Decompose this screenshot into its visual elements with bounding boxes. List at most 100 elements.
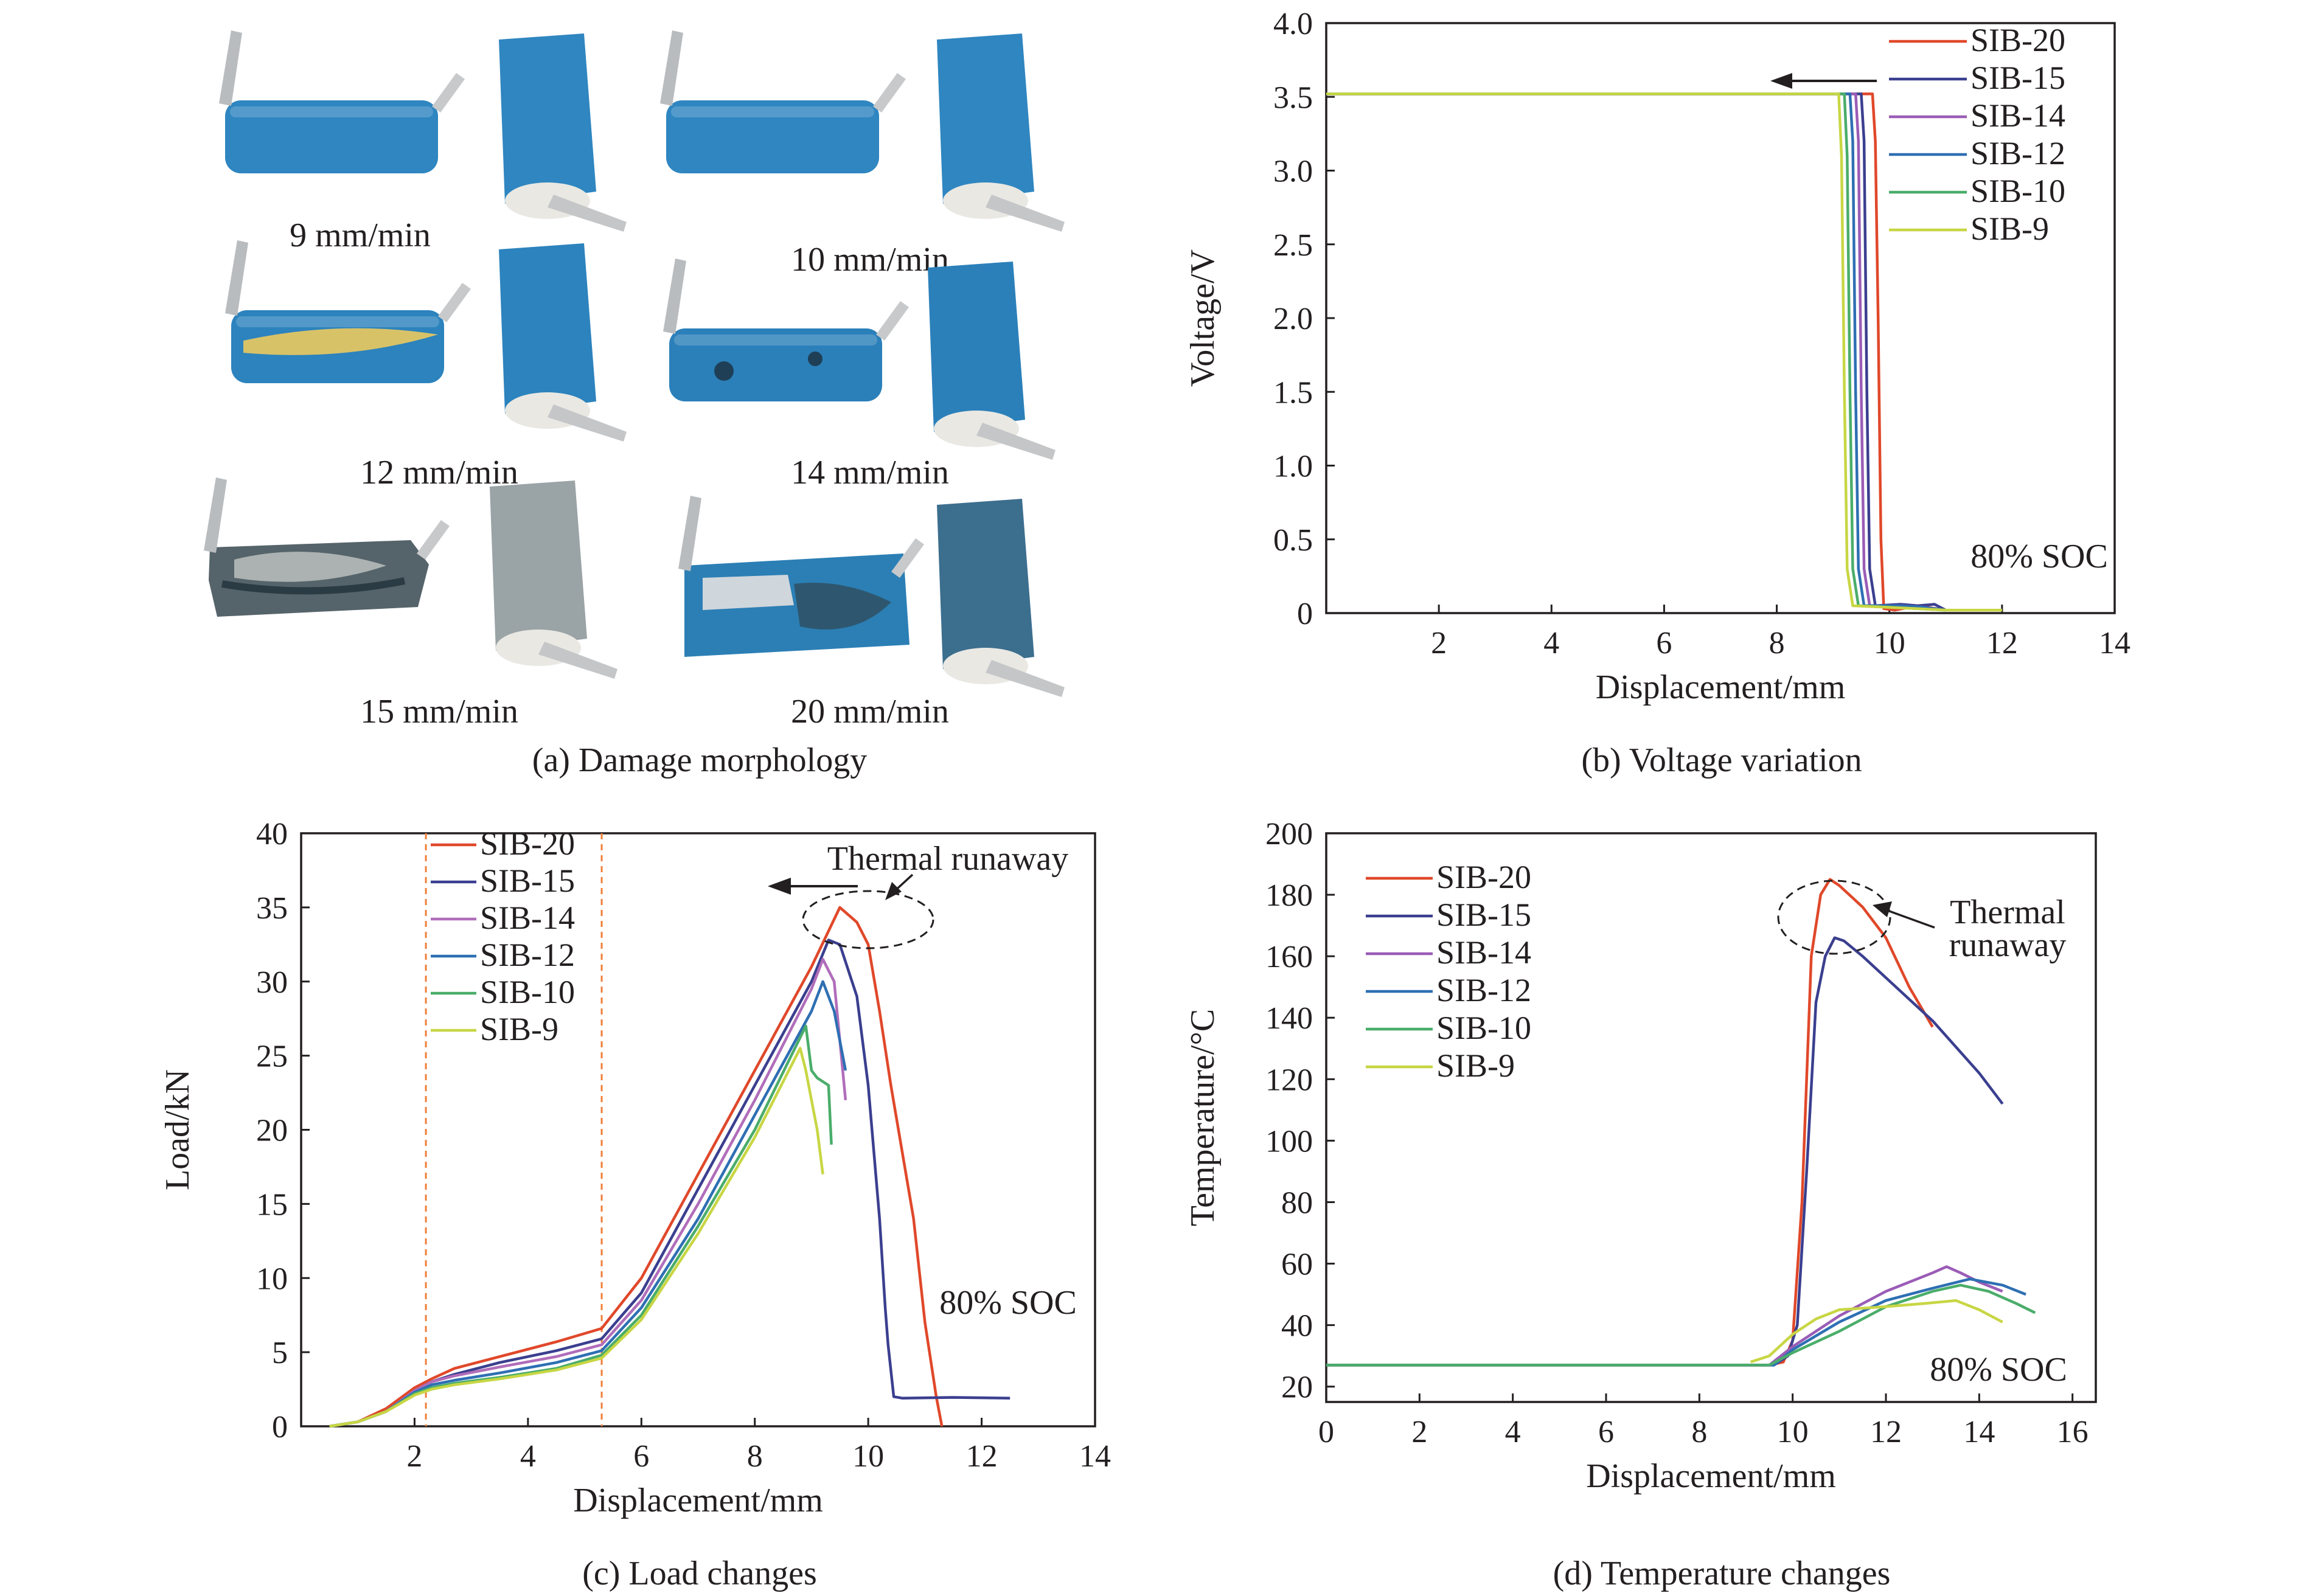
battery-highlight (674, 335, 877, 345)
legend-label-sib-20: SIB-20 (1436, 859, 1531, 895)
thermal-runaway-ellipse (1777, 880, 1891, 955)
arrow-left-icon (768, 878, 791, 895)
battery-tab (876, 301, 909, 341)
battery-body-end (937, 33, 1034, 204)
series-line-sib-9 (329, 1047, 824, 1428)
callout-arrow-icon (1873, 901, 1892, 917)
x-tick-label: 10 (1777, 1415, 1809, 1449)
x-tick-label: 4 (1505, 1415, 1521, 1449)
soc-annotation: 80% SOC (1930, 1351, 2067, 1389)
legend-label-sib-20: SIB-20 (480, 825, 575, 862)
battery-tab (225, 240, 248, 316)
x-tick-label: 12 (966, 1439, 998, 1474)
x-axis-label: Displacement/mm (1596, 668, 1846, 706)
damage-patch (703, 575, 794, 610)
x-axis-label: Displacement/mm (1586, 1457, 1836, 1495)
x-tick-label: 16 (2057, 1415, 2089, 1449)
sample-label: 12 mm/min (360, 454, 518, 491)
legend-label-sib-9: SIB-9 (1970, 210, 2049, 247)
y-tick-label: 180 (1265, 878, 1313, 913)
legend-label-sib-15: SIB-15 (1970, 60, 2065, 96)
damage-crack (221, 577, 406, 595)
battery-body-end (499, 33, 596, 204)
callout-arrow-icon (885, 882, 902, 900)
legend-label-sib-15: SIB-15 (1436, 897, 1531, 933)
battery-tab (548, 404, 627, 442)
legend-label-sib-10: SIB-10 (1970, 173, 2065, 209)
battery-highlight (671, 106, 874, 117)
battery-tab (548, 195, 627, 232)
x-tick-label: 14 (1963, 1415, 1995, 1449)
x-tick-label: 2 (406, 1439, 422, 1474)
x-tick-label: 10 (1874, 626, 1905, 661)
battery-body-end (928, 262, 1025, 432)
y-tick-label: 0 (1297, 597, 1313, 631)
thermal-runaway-label: Thermal runaway (827, 840, 1068, 878)
legend-label-sib-14: SIB-14 (1436, 934, 1531, 971)
y-tick-label: 25 (256, 1039, 288, 1074)
battery-tab (219, 30, 242, 106)
x-tick-label: 12 (1870, 1415, 1902, 1449)
x-tick-label: 4 (520, 1439, 536, 1474)
sample-label: 15 mm/min (360, 693, 518, 730)
battery-sample-3: 12 mm/min (225, 240, 627, 491)
y-tick-label: 35 (256, 891, 288, 926)
battery-sample-1: 9 mm/min (219, 30, 627, 254)
legend-label-sib-12: SIB-12 (1436, 972, 1531, 1008)
battery-tab (204, 477, 227, 553)
battery-tab (986, 660, 1065, 697)
y-tick-label: 140 (1265, 1001, 1313, 1036)
legend-label-sib-9: SIB-9 (480, 1011, 558, 1047)
series-line-sib-20 (329, 906, 944, 1428)
battery-sample-5: 15 mm/min (204, 477, 617, 730)
panel-d-temperature-chart: 0 2 4 6 8 10 12 14 16 20 40 60 80 100 120 140 160 180 200 D… (1184, 817, 2097, 1495)
y-tick-label: 3.0 (1273, 154, 1313, 189)
x-tick-label: 2 (1411, 1415, 1427, 1449)
y-tick-label: 2.0 (1273, 302, 1313, 336)
y-tick-label: 10 (256, 1261, 288, 1296)
battery-body-end (499, 243, 596, 414)
panel-d-caption: (d) Temperature changes (1553, 1555, 1891, 1592)
legend-label-sib-12: SIB-12 (480, 937, 575, 973)
damage-patch (243, 328, 438, 355)
y-tick-label: 20 (256, 1114, 288, 1148)
thermal-runaway-label-1: Thermal (1950, 893, 2065, 931)
battery-tab (891, 538, 924, 578)
thermal-runaway-label-2: runaway (1949, 926, 2067, 964)
battery-tab (976, 423, 1056, 460)
x-tick-label: 2 (1431, 626, 1447, 661)
legend-label-sib-10: SIB-10 (1436, 1010, 1531, 1046)
series-line-sib-14 (329, 957, 847, 1428)
y-tick-label: 40 (1281, 1309, 1313, 1344)
damage-patch (794, 583, 891, 630)
y-tick-label: 80 (1281, 1185, 1313, 1220)
battery-body-end (490, 481, 587, 651)
sample-label: 9 mm/min (290, 217, 431, 254)
x-tick-label: 12 (1986, 626, 2018, 661)
battery-tab (438, 283, 471, 322)
series-line-sib-10 (1326, 1283, 2036, 1367)
x-axis-label: Displacement/mm (573, 1482, 823, 1519)
battery-sample-4: 14 mm/min (663, 258, 1056, 491)
legend-label-sib-14: SIB-14 (1970, 97, 2065, 134)
series-line-sib-9 (1326, 92, 2002, 612)
battery-highlight (230, 106, 433, 117)
damage-spot (808, 352, 823, 366)
legend-label-sib-12: SIB-12 (1970, 135, 2065, 172)
y-tick-label: 160 (1265, 940, 1313, 974)
sample-label: 20 mm/min (791, 693, 949, 730)
y-tick-label: 120 (1265, 1063, 1313, 1097)
series-line-sib-12 (1326, 1277, 2026, 1367)
panel-b-caption: (b) Voltage variation (1581, 741, 1862, 779)
y-tick-label: 0 (272, 1410, 288, 1445)
y-axis-label: Temperature/°C (1184, 1009, 1222, 1226)
plot-frame (300, 832, 1096, 1428)
battery-sample-6: 20 mm/min (678, 496, 1065, 730)
series-line-sib-12 (1326, 92, 1946, 612)
x-tick-label: 8 (1769, 626, 1785, 661)
panel-a-caption: (a) Damage morphology (532, 741, 867, 779)
x-tick-label: 6 (1598, 1415, 1614, 1449)
legend-label-sib-15: SIB-15 (480, 862, 575, 899)
y-tick-label: 30 (256, 965, 288, 1000)
